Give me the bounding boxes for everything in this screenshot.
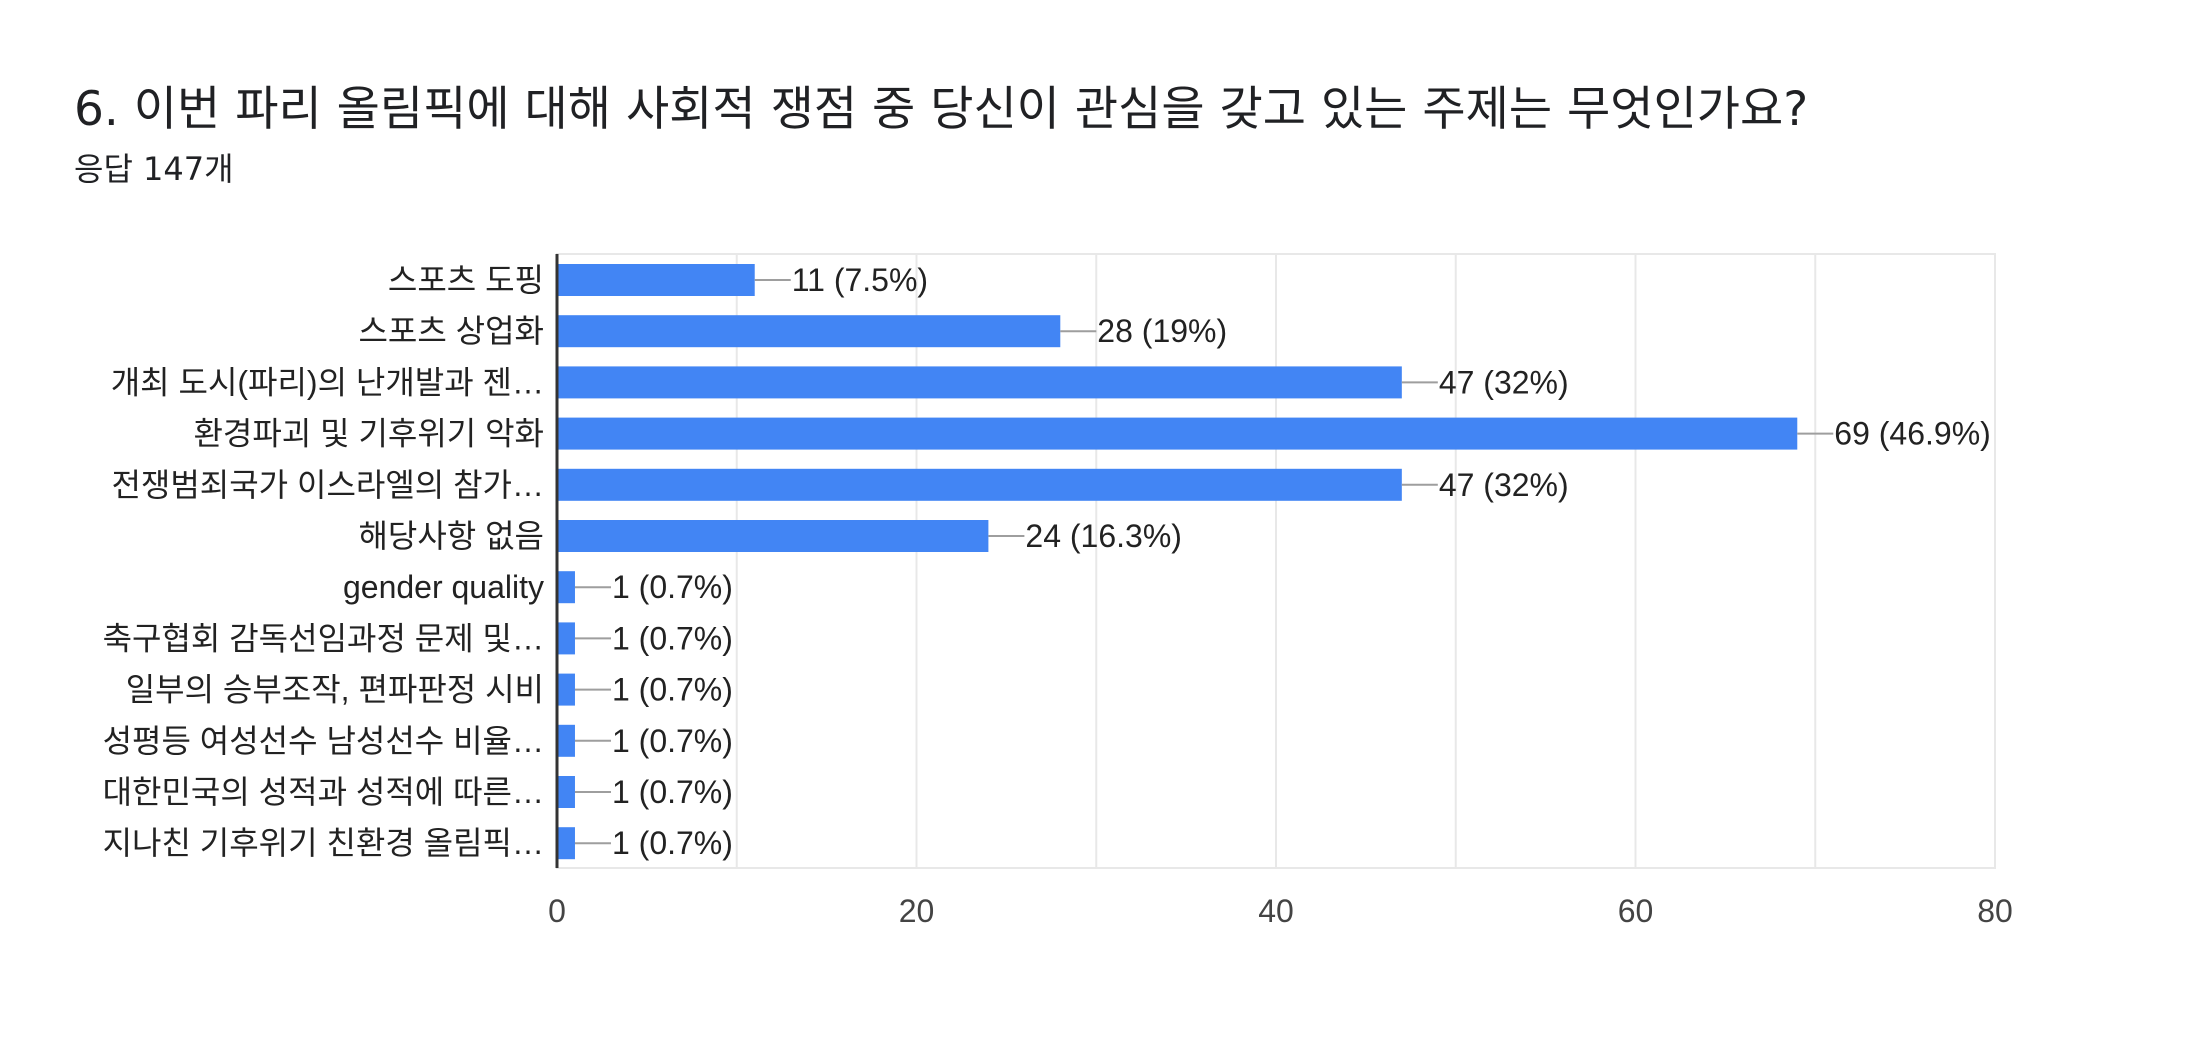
question-title: 6. 이번 파리 올림픽에 대해 사회적 쟁점 중 당신이 관심을 갖고 있는 … bbox=[74, 82, 1809, 137]
x-axis-ticks: 0 20 40 60 80 bbox=[548, 893, 2013, 929]
bar bbox=[557, 724, 575, 757]
bar bbox=[557, 315, 1061, 348]
data-label: 11 (7.5%) bbox=[792, 262, 928, 298]
bar bbox=[557, 366, 1402, 399]
category-label: 해당사항 없음 bbox=[358, 518, 544, 554]
data-label: 28 (19%) bbox=[1097, 313, 1227, 349]
bar bbox=[557, 417, 1798, 450]
data-label: 1 (0.7%) bbox=[612, 620, 733, 656]
bars: 11 (7.5%) 28 (19%) 47 (32%) 69 (46.9%) 47 (3… bbox=[557, 262, 1991, 861]
bar bbox=[557, 673, 575, 706]
data-label: 1 (0.7%) bbox=[612, 774, 733, 810]
category-label: 지나친 기후위기 친환경 올림픽… bbox=[103, 825, 544, 861]
bar bbox=[557, 622, 575, 655]
data-label: 1 (0.7%) bbox=[612, 723, 733, 759]
x-tick-label: 80 bbox=[1977, 893, 2013, 929]
category-label: gender quality bbox=[343, 569, 544, 605]
category-label: 스포츠 상업화 bbox=[358, 313, 544, 349]
data-label: 47 (32%) bbox=[1439, 364, 1569, 400]
category-label: 개최 도시(파리)의 난개발과 젠… bbox=[111, 364, 544, 400]
data-label: 1 (0.7%) bbox=[612, 672, 733, 708]
bar bbox=[557, 827, 575, 860]
category-label: 성평등 여성선수 남성선수 비율… bbox=[103, 723, 544, 759]
bar bbox=[557, 264, 755, 296]
data-label: 1 (0.7%) bbox=[612, 825, 733, 861]
data-label: 69 (46.9%) bbox=[1834, 416, 1991, 452]
category-label: 일부의 승부조작, 편파판정 시비 bbox=[126, 672, 544, 708]
response-count: 응답 147개 bbox=[74, 150, 234, 188]
data-label: 47 (32%) bbox=[1439, 467, 1569, 503]
bar bbox=[557, 571, 575, 604]
category-label: 축구협회 감독선임과정 문제 및… bbox=[103, 620, 544, 656]
category-label: 환경파괴 및 기후위기 악화 bbox=[193, 416, 544, 452]
x-tick-label: 40 bbox=[1258, 893, 1294, 929]
x-tick-label: 0 bbox=[548, 893, 566, 929]
bar bbox=[557, 468, 1402, 501]
bar bbox=[557, 776, 575, 808]
category-label: 대한민국의 성적과 성적에 따른… bbox=[103, 774, 544, 810]
data-label: 1 (0.7%) bbox=[612, 569, 733, 605]
category-label: 전쟁범죄국가 이스라엘의 참가… bbox=[111, 467, 544, 503]
x-tick-label: 20 bbox=[899, 893, 935, 929]
x-tick-label: 60 bbox=[1618, 893, 1654, 929]
data-label: 24 (16.3%) bbox=[1025, 518, 1182, 554]
category-label: 스포츠 도핑 bbox=[388, 262, 544, 298]
bar bbox=[557, 520, 989, 552]
